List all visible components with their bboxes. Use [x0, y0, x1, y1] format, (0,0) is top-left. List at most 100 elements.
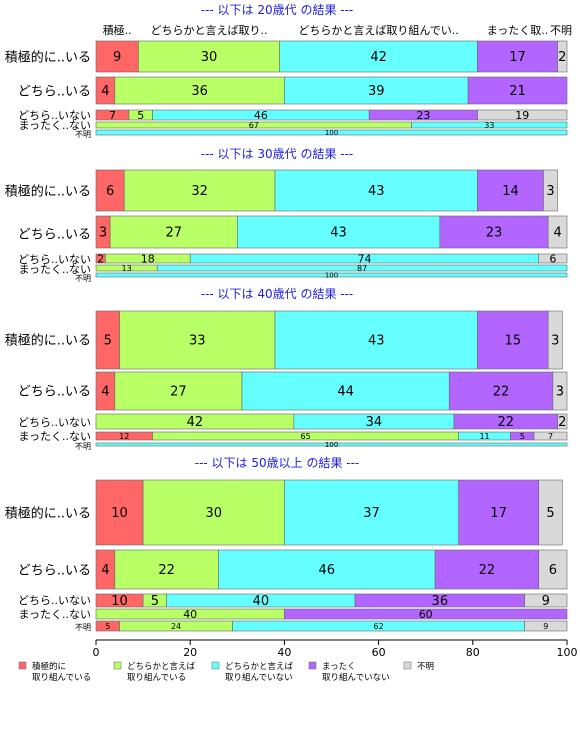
bar-segment	[284, 608, 568, 620]
data-label: 7	[548, 432, 553, 441]
data-label: 2	[558, 415, 566, 430]
bar-segment	[557, 40, 568, 73]
data-label: 65	[301, 432, 311, 441]
data-label: 4	[101, 385, 109, 400]
data-label: 6	[549, 252, 556, 265]
x-tick-label: 100	[557, 646, 578, 659]
column-header: 積極..	[103, 23, 132, 37]
data-label: 3	[546, 184, 554, 199]
data-label: 7	[109, 109, 116, 122]
row-label: どちら..いない	[18, 594, 91, 607]
data-label: 42	[370, 50, 387, 65]
bar-segment	[274, 169, 478, 212]
data-label: 10	[111, 506, 128, 521]
data-label: 17	[509, 50, 526, 65]
data-label: 34	[366, 415, 383, 430]
data-label: 43	[330, 226, 347, 241]
data-label: 87	[357, 264, 367, 273]
data-label: 43	[368, 184, 385, 199]
bar-segment	[119, 310, 276, 370]
bar-segment	[156, 264, 568, 272]
row-label: 不明	[75, 274, 91, 283]
data-label: 23	[416, 109, 430, 122]
bar-segment	[95, 40, 139, 73]
legend-label: 取り組んでいない	[322, 672, 390, 683]
bar-segment	[524, 620, 568, 632]
legend-label: 積極的に	[32, 661, 66, 672]
row-label: 不明	[75, 623, 91, 632]
data-label: 3	[551, 334, 559, 349]
legend-label: 不明	[417, 662, 434, 672]
data-label: 100	[325, 129, 338, 137]
data-label: 22	[158, 563, 175, 578]
legend-swatch	[113, 661, 122, 670]
row-label: どちら..いる	[18, 228, 91, 243]
x-tick-label: 80	[466, 646, 480, 659]
legend-swatch	[211, 661, 220, 670]
data-label: 5	[104, 334, 112, 349]
row-label: まったく..ない	[18, 119, 91, 132]
data-label: 4	[101, 84, 109, 99]
data-label: 22	[479, 563, 496, 578]
data-label: 9	[542, 594, 550, 609]
data-label: 43	[368, 334, 385, 349]
bar-segment	[241, 371, 450, 411]
x-tick-label: 0	[93, 646, 100, 659]
bar-segment	[538, 253, 568, 264]
row-label: どちら..いる	[18, 385, 91, 400]
bar-segment	[95, 272, 568, 278]
bar-segment	[284, 76, 469, 105]
legend-label: 取り組んでいる	[127, 672, 186, 683]
row-label: まったく..ない	[18, 608, 91, 621]
bar-segment	[114, 549, 219, 590]
data-label: 14	[502, 184, 519, 199]
row-label: 積極的に..いる	[5, 506, 91, 522]
data-label: 42	[187, 415, 204, 430]
row-label: 不明	[75, 130, 91, 139]
data-label: 6	[106, 184, 114, 199]
data-label: 30	[205, 506, 222, 521]
data-label: 2	[97, 252, 104, 265]
row-label: どちら..いる	[18, 564, 91, 579]
data-label: 2	[558, 50, 566, 65]
data-label: 21	[509, 84, 526, 99]
data-label: 11	[479, 432, 489, 441]
data-label: 27	[165, 226, 182, 241]
data-label: 27	[170, 385, 187, 400]
panel-title: --- 以下は 50歳以上 の結果 ---	[195, 456, 360, 470]
bar-segment	[95, 442, 568, 447]
row-label: まったく..ない	[18, 263, 91, 276]
panel-title: --- 以下は 30歳代 の結果 ---	[201, 147, 354, 161]
bar-segment	[552, 371, 568, 411]
data-label: 18	[141, 252, 155, 265]
bar-segment	[557, 413, 568, 430]
bar-segment	[543, 169, 558, 212]
panel-title: --- 以下は 40歳代 の結果 ---	[201, 287, 354, 301]
legend-label: 取り組んでいる	[32, 672, 91, 683]
data-label: 60	[419, 608, 433, 621]
data-label: 33	[189, 334, 206, 349]
data-label: 40	[183, 608, 197, 621]
data-label: 36	[432, 594, 449, 609]
row-label: まったく..ない	[18, 430, 91, 443]
bar-segment	[411, 121, 568, 129]
legend-label: 取り組んでいない	[225, 672, 293, 683]
row-label: どちら..いる	[18, 85, 91, 100]
row-label: 積極的に..いる	[5, 50, 91, 66]
bar-segment	[538, 549, 568, 590]
panel-title: --- 以下は 20歳代 の結果 ---	[201, 3, 354, 17]
bar-segment	[114, 371, 243, 411]
data-label: 3	[99, 226, 107, 241]
data-label: 100	[325, 272, 338, 280]
bar-segment	[114, 76, 285, 105]
data-label: 5	[520, 432, 525, 441]
data-label: 12	[119, 432, 129, 441]
bar-segment	[477, 310, 549, 370]
data-label: 74	[357, 252, 371, 265]
bar-segment	[218, 549, 436, 590]
data-label: 100	[325, 441, 338, 449]
row-label: 積極的に..いる	[5, 184, 91, 200]
x-tick-label: 20	[183, 646, 197, 659]
